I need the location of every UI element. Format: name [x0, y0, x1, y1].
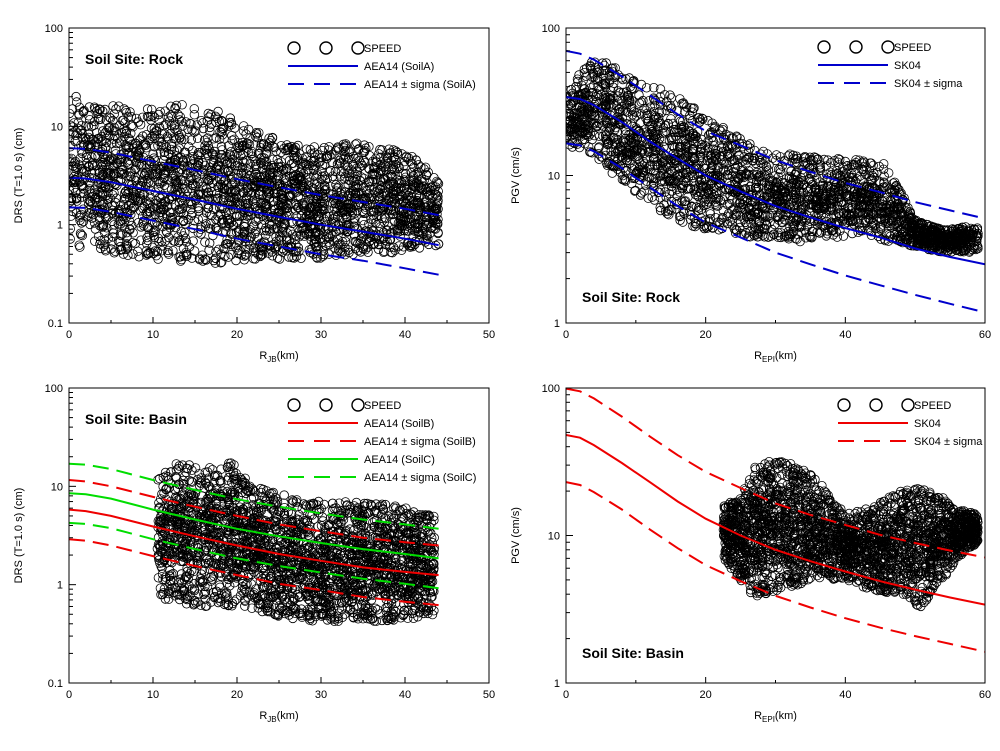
y-axis-label: DRS (T=1.0 s) (cm): [13, 128, 25, 224]
x-axis-label-sub: JB: [267, 355, 276, 364]
y-tick-label: 0.1: [48, 318, 63, 330]
scatter-point: [331, 167, 340, 176]
scatter-point: [72, 98, 81, 107]
scatter-point: [155, 116, 164, 125]
site-label: Soil Site: Rock: [85, 51, 183, 67]
scatter-point: [66, 142, 75, 151]
scatter-point: [600, 61, 609, 70]
scatter-point: [189, 237, 198, 246]
x-tick-label: 20: [231, 329, 243, 341]
x-tick-label: 30: [315, 329, 327, 341]
scatter-point: [190, 110, 199, 119]
scatter-point: [96, 115, 105, 124]
y-tick-label: 1: [57, 220, 63, 232]
legend-label: SPEED: [364, 43, 401, 55]
scatter-point: [214, 107, 223, 116]
scatter-point: [211, 259, 220, 268]
y-tick-label: 10: [51, 121, 63, 133]
legend-marker-speed: [352, 42, 364, 54]
scatter-point: [211, 254, 220, 263]
scatter-point: [706, 214, 715, 223]
x-axis-label-tail: (km): [277, 350, 299, 362]
scatter-point: [79, 205, 88, 214]
scatter-point: [240, 255, 249, 264]
x-axis-label: RJB(km): [259, 350, 298, 364]
x-axis-label-main: R: [259, 350, 267, 362]
legend-marker-speed: [288, 42, 300, 54]
x-tick-label: 10: [147, 329, 159, 341]
legend-tl: SPEED AEA14 (SoilA) AEA14 ± sigma (SoilA): [288, 42, 476, 91]
legend-label: AEA14 ± sigma (SoilA): [364, 79, 476, 91]
scatter-point: [136, 120, 145, 129]
panel-tl: 0 10 20 30 40 50 0.1 1 10 100 RJB(km) DRS (T=1.0 s)…: [13, 23, 495, 364]
x-tick-label: 0: [66, 329, 72, 341]
scatter-point: [66, 235, 75, 244]
legend-marker-speed: [320, 42, 332, 54]
y-tick-label: 100: [45, 23, 63, 35]
scatter-speed-tl: [65, 92, 443, 267]
legend-label: AEA14 (SoilA): [364, 61, 434, 73]
x-tick-label: 50: [483, 329, 495, 341]
scatter-point: [764, 233, 773, 242]
x-tick-label: 40: [399, 329, 411, 341]
